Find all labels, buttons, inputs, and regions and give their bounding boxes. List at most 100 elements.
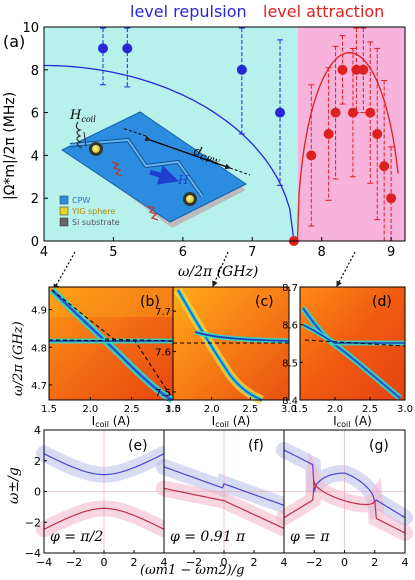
- legend-yig: YIG sphere: [71, 207, 115, 216]
- disp-x-tick-label: 2: [251, 556, 258, 569]
- panel-label-b: (b): [140, 294, 160, 310]
- h-coil-label: Hcoil: [69, 108, 96, 124]
- yig-sphere-1: [92, 145, 100, 153]
- dispersion-x-label: (ωm1 − ωm2)/g: [140, 563, 244, 578]
- heatmap-d: (d): [299, 286, 406, 401]
- legend-swatch-si: [59, 217, 69, 227]
- data-point: [275, 107, 286, 118]
- legend-swatch-cpw: [59, 195, 69, 205]
- hm-x-tick-label: 2.0: [327, 404, 343, 415]
- hm-x-tick-label: 1.5: [165, 404, 181, 415]
- panel-a: 4 5 6 7 8 9 0 2 4 6 8 10 (a) |Ω*m|/2π (MHz) ω/2π (G…: [2, 21, 406, 280]
- x-tick-label: 9: [387, 245, 395, 260]
- data-point: [372, 129, 383, 139]
- disp-x-tick-label: −2: [66, 556, 82, 569]
- device-inset: Hcoil dCPW H CPW YIG sphere Si substrate: [59, 108, 251, 228]
- model-curve-1: [293, 52, 399, 242]
- panel-label-d: (d): [372, 294, 392, 310]
- title-level-repulsion: level repulsion: [130, 2, 247, 21]
- hm-y-tick-label: 4.9: [31, 306, 47, 317]
- rf-signal-out-icon: [147, 205, 159, 221]
- hm-x-tick-label: 3.0: [397, 404, 413, 415]
- heatmap-c: (c): [172, 286, 290, 405]
- lower-branch: [43, 507, 165, 530]
- disp-x-tick-label: 4: [402, 556, 409, 569]
- fit-line-d: [304, 339, 406, 347]
- panel-label: (g): [369, 438, 389, 454]
- panel-label-c: (c): [255, 294, 274, 310]
- data-point: [379, 161, 390, 172]
- heatmap-y-label: ω/2π (GHz): [11, 321, 26, 396]
- data-point: [306, 150, 317, 161]
- plot-frame: [43, 26, 406, 242]
- hm-y-tick-label: 8.4: [282, 396, 298, 407]
- x-tick-label: 8: [318, 245, 326, 260]
- hm-y-tick-label: 8.6: [282, 321, 298, 332]
- heatmap-ticks: 1.5 2.0 2.5 3.0 4.7 4.8 4.9 Icoil (A) 1.5 2.0 2.5 3…: [31, 283, 413, 429]
- disp-y-tick-label: −2: [25, 516, 41, 529]
- coil-icon: [75, 121, 83, 149]
- hm-y-tick-label: 4.8: [31, 343, 47, 354]
- disp-x-tick-label: 2: [131, 556, 138, 569]
- x-tick-label: 7: [248, 245, 256, 260]
- x-axis-label: ω/2π (GHz): [178, 264, 258, 280]
- y-tick-label: 8: [31, 64, 39, 79]
- hm-y-tick-label: 8.5: [282, 358, 298, 369]
- phi-label: φ = π/2: [50, 529, 103, 545]
- h-field-arrow: [149, 165, 179, 185]
- y-tick-label: 6: [31, 107, 39, 122]
- legend-swatch-yig: [59, 206, 69, 216]
- title-level-attraction: level attraction: [263, 2, 384, 21]
- hm-y-tick-label: 8.7: [282, 283, 298, 294]
- data-point: [337, 64, 348, 75]
- hm-x-tick-label: 2.5: [124, 404, 140, 415]
- hm-x-axis-label: Icoil (A): [212, 414, 251, 429]
- disp-x-tick-label: 0: [341, 556, 348, 569]
- phi-label: φ = π: [290, 529, 330, 545]
- hm-y-tick-label: 4.7: [31, 381, 47, 392]
- x-tick-label: 4: [40, 245, 48, 260]
- hm-x-axis-label: Icoil (A): [333, 414, 372, 429]
- hm-x-tick-label: 1.5: [292, 404, 308, 415]
- hm-x-tick-label: 1.5: [41, 404, 57, 415]
- d-cpw-arrow: [144, 135, 232, 170]
- y-tick-label: 10: [22, 21, 39, 36]
- panel-label-a: (a): [3, 32, 25, 51]
- fit-line-b2: [104, 338, 174, 342]
- legend-si: Si substrate: [72, 218, 120, 227]
- hm-x-tick-label: 2.0: [82, 404, 98, 415]
- disp-x-tick-label: −2: [186, 556, 202, 569]
- upper-branch: [43, 453, 165, 476]
- hm-x-tick-label: 2.5: [242, 404, 258, 415]
- disp-y-tick-label: −4: [25, 547, 41, 560]
- pointer-arrows: [53, 251, 356, 291]
- rf-signal-in-icon: [111, 161, 123, 177]
- disp-x-tick-label: 4: [281, 556, 288, 569]
- x-tick-label: 5: [109, 245, 117, 260]
- pointer-arrow-d: [336, 251, 356, 288]
- hm-x-tick-label: 3.0: [165, 404, 181, 415]
- disp-x-tick-label: 0: [221, 556, 228, 569]
- h-field-label: H: [177, 173, 189, 187]
- data-point: [365, 107, 376, 118]
- panel-label: (f): [248, 438, 264, 454]
- hm-y-tick-label: 7.5: [155, 388, 171, 399]
- dispersion-row: ω±/g (ωm1 − ωm2)/g (e) φ = π/2 −4 −2 0 2 4 −4 −2…: [6, 424, 413, 578]
- legend-cpw: CPW: [72, 196, 90, 205]
- attraction-region: [298, 27, 405, 241]
- disp-y-tick-label: 4: [34, 424, 41, 437]
- dispersion-panel-g: (g) φ = π −2 0 2 4: [276, 429, 413, 569]
- heatmap-b: (b): [48, 286, 174, 404]
- data-point: [323, 129, 334, 139]
- heatmap-row: ω/2π (GHz) (b) (c): [11, 283, 413, 429]
- upper-branch: [283, 449, 406, 519]
- axis-ticks: 4 5 6 7 8 9 0 2 4 6 8 10: [22, 21, 395, 260]
- lower-branch: [283, 479, 406, 534]
- hm-y-tick-label: 7.7: [155, 307, 171, 318]
- hm-x-axis-label: Icoil (A): [92, 414, 131, 429]
- lower-branch: [163, 487, 285, 529]
- disp-x-tick-label: −4: [36, 556, 52, 569]
- phi-label: φ = 0.91 π: [170, 529, 246, 545]
- upper-branch: [163, 466, 285, 506]
